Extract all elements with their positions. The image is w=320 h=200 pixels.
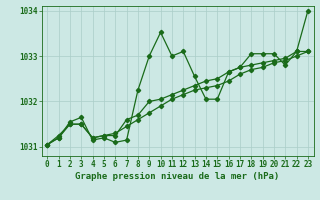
X-axis label: Graphe pression niveau de la mer (hPa): Graphe pression niveau de la mer (hPa)	[76, 172, 280, 181]
